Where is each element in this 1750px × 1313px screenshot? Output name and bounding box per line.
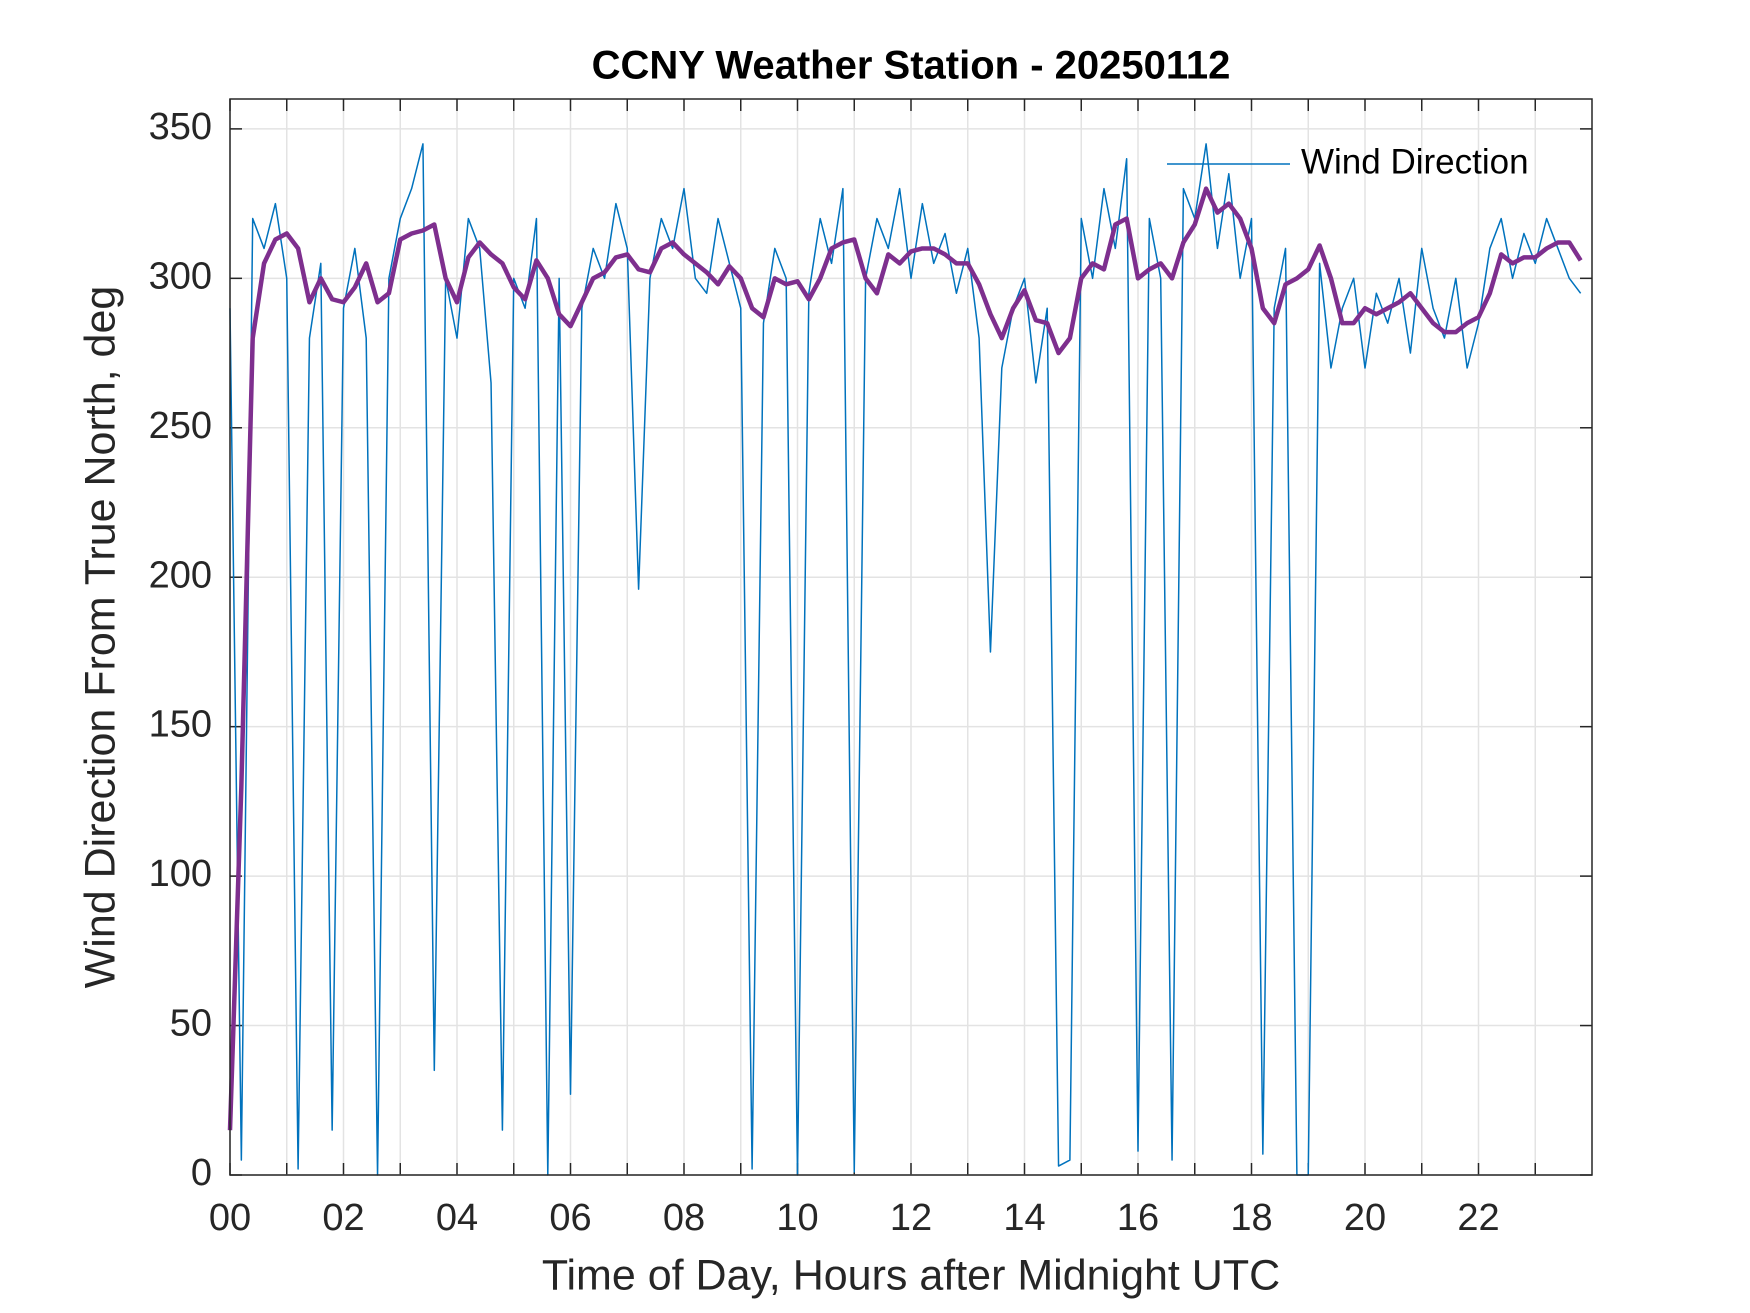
x-tick-label: 16 [1117, 1197, 1159, 1239]
x-tick-label: 22 [1457, 1197, 1499, 1239]
data-line [227, 186, 1583, 1131]
x-axis-label: Time of Day, Hours after Midnight UTC [542, 1251, 1280, 1299]
x-tick-label: 14 [1003, 1197, 1045, 1239]
x-tick-label: 10 [776, 1197, 818, 1239]
data-line [229, 143, 1582, 1176]
y-tick-label: 350 [149, 106, 212, 148]
y-tick-label: 0 [191, 1152, 212, 1194]
x-tick-label: 04 [436, 1197, 478, 1239]
x-tick-label: 20 [1344, 1197, 1386, 1239]
y-axis-label: Wind Direction From True North, deg [76, 286, 124, 989]
x-tick-label: 06 [549, 1197, 591, 1239]
x-tick-label: 12 [890, 1197, 932, 1239]
chart-title: CCNY Weather Station - 20250112 [592, 44, 1231, 88]
y-tick-label: 250 [149, 405, 212, 447]
axes-box [229, 98, 1593, 1176]
x-tick-label: 18 [1230, 1197, 1272, 1239]
y-tick-label: 300 [149, 255, 212, 297]
y-tick-label: 200 [149, 554, 212, 596]
x-tick-label: 02 [322, 1197, 364, 1239]
legend-label: Wind Direction [1301, 142, 1529, 181]
y-tick-label: 50 [170, 1003, 212, 1045]
x-tick-label: 08 [663, 1197, 705, 1239]
y-tick-label: 150 [149, 704, 212, 746]
x-tick-label: 00 [209, 1197, 251, 1239]
y-tick-label: 100 [149, 853, 212, 895]
